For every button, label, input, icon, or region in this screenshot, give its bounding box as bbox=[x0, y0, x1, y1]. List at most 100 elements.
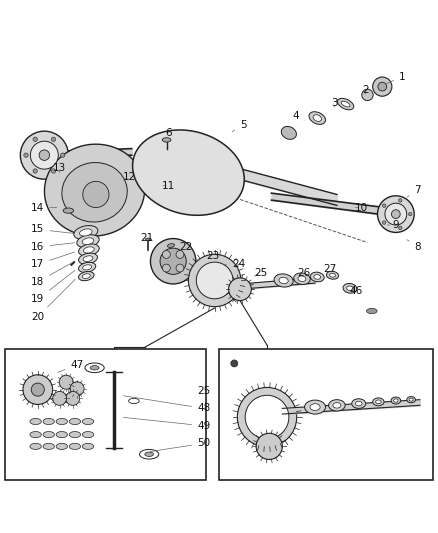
Ellipse shape bbox=[30, 432, 41, 438]
Text: 7: 7 bbox=[407, 185, 421, 197]
Bar bbox=[5, 350, 206, 480]
Ellipse shape bbox=[310, 272, 324, 282]
Ellipse shape bbox=[56, 432, 67, 438]
Text: 22: 22 bbox=[172, 242, 193, 252]
Ellipse shape bbox=[83, 256, 93, 262]
Ellipse shape bbox=[78, 244, 99, 256]
Ellipse shape bbox=[355, 401, 362, 406]
Ellipse shape bbox=[43, 443, 54, 449]
Ellipse shape bbox=[78, 271, 94, 281]
Ellipse shape bbox=[373, 398, 384, 406]
Ellipse shape bbox=[30, 418, 41, 425]
Circle shape bbox=[378, 196, 414, 232]
Ellipse shape bbox=[281, 126, 297, 139]
Ellipse shape bbox=[362, 89, 373, 101]
Circle shape bbox=[399, 226, 402, 230]
Circle shape bbox=[382, 204, 386, 207]
Ellipse shape bbox=[140, 449, 159, 459]
Circle shape bbox=[176, 264, 184, 272]
Ellipse shape bbox=[69, 443, 81, 449]
Text: 6: 6 bbox=[164, 128, 172, 142]
Text: 27: 27 bbox=[324, 264, 337, 277]
Ellipse shape bbox=[82, 418, 94, 425]
Text: 11: 11 bbox=[162, 181, 175, 191]
Circle shape bbox=[231, 360, 238, 367]
Ellipse shape bbox=[90, 366, 99, 370]
Ellipse shape bbox=[167, 244, 174, 247]
Ellipse shape bbox=[391, 397, 401, 404]
Ellipse shape bbox=[82, 432, 94, 438]
Text: 50: 50 bbox=[150, 438, 210, 451]
Circle shape bbox=[237, 387, 297, 447]
Ellipse shape bbox=[30, 443, 41, 449]
Ellipse shape bbox=[80, 229, 92, 236]
Ellipse shape bbox=[407, 397, 416, 403]
Ellipse shape bbox=[43, 418, 54, 425]
Circle shape bbox=[245, 395, 289, 439]
Ellipse shape bbox=[85, 363, 104, 373]
Text: 19: 19 bbox=[31, 270, 75, 304]
Text: 25: 25 bbox=[197, 386, 210, 396]
Text: 10: 10 bbox=[354, 203, 367, 213]
Text: 25: 25 bbox=[254, 268, 267, 278]
Text: 24: 24 bbox=[224, 260, 245, 269]
Ellipse shape bbox=[346, 286, 353, 290]
Text: 49: 49 bbox=[124, 417, 210, 431]
Text: 1: 1 bbox=[385, 71, 406, 84]
Circle shape bbox=[30, 141, 58, 169]
Circle shape bbox=[39, 150, 49, 160]
Ellipse shape bbox=[63, 208, 74, 213]
Text: 20: 20 bbox=[31, 279, 75, 322]
Text: 14: 14 bbox=[31, 203, 57, 213]
Ellipse shape bbox=[393, 399, 398, 402]
Ellipse shape bbox=[74, 225, 98, 239]
Circle shape bbox=[20, 131, 68, 179]
Circle shape bbox=[51, 137, 56, 141]
Text: 48: 48 bbox=[124, 395, 210, 414]
Ellipse shape bbox=[409, 398, 413, 401]
Ellipse shape bbox=[56, 418, 67, 425]
Ellipse shape bbox=[62, 163, 127, 222]
Ellipse shape bbox=[129, 398, 139, 403]
Ellipse shape bbox=[313, 115, 321, 122]
Ellipse shape bbox=[333, 402, 341, 408]
Text: 26: 26 bbox=[297, 268, 311, 278]
Circle shape bbox=[229, 278, 251, 301]
Text: 46: 46 bbox=[350, 286, 363, 295]
Ellipse shape bbox=[309, 112, 325, 124]
Ellipse shape bbox=[337, 99, 354, 110]
Ellipse shape bbox=[162, 138, 171, 142]
Circle shape bbox=[53, 391, 67, 405]
Ellipse shape bbox=[133, 130, 244, 215]
Text: 2: 2 bbox=[362, 85, 369, 95]
Text: 47: 47 bbox=[58, 360, 84, 373]
Circle shape bbox=[66, 391, 80, 405]
Text: 9: 9 bbox=[387, 220, 399, 230]
Circle shape bbox=[409, 212, 412, 216]
Text: 12: 12 bbox=[123, 172, 136, 182]
Circle shape bbox=[60, 153, 65, 157]
Ellipse shape bbox=[78, 262, 96, 272]
Circle shape bbox=[162, 264, 170, 272]
Circle shape bbox=[70, 382, 84, 395]
Ellipse shape bbox=[43, 432, 54, 438]
Circle shape bbox=[160, 248, 186, 274]
Text: 5: 5 bbox=[232, 119, 246, 132]
Text: 17: 17 bbox=[31, 252, 74, 269]
Text: 21: 21 bbox=[140, 233, 154, 243]
Text: 8: 8 bbox=[407, 240, 421, 252]
Ellipse shape bbox=[378, 82, 387, 91]
Circle shape bbox=[59, 375, 73, 389]
Circle shape bbox=[23, 375, 53, 405]
Ellipse shape bbox=[343, 284, 357, 293]
Ellipse shape bbox=[279, 277, 288, 284]
Ellipse shape bbox=[69, 432, 81, 438]
Ellipse shape bbox=[82, 238, 94, 245]
Ellipse shape bbox=[341, 101, 350, 107]
Text: 3: 3 bbox=[332, 98, 338, 108]
Circle shape bbox=[399, 199, 402, 202]
Text: 16: 16 bbox=[31, 242, 74, 252]
Ellipse shape bbox=[274, 274, 293, 287]
Circle shape bbox=[83, 181, 109, 207]
Circle shape bbox=[33, 137, 37, 141]
